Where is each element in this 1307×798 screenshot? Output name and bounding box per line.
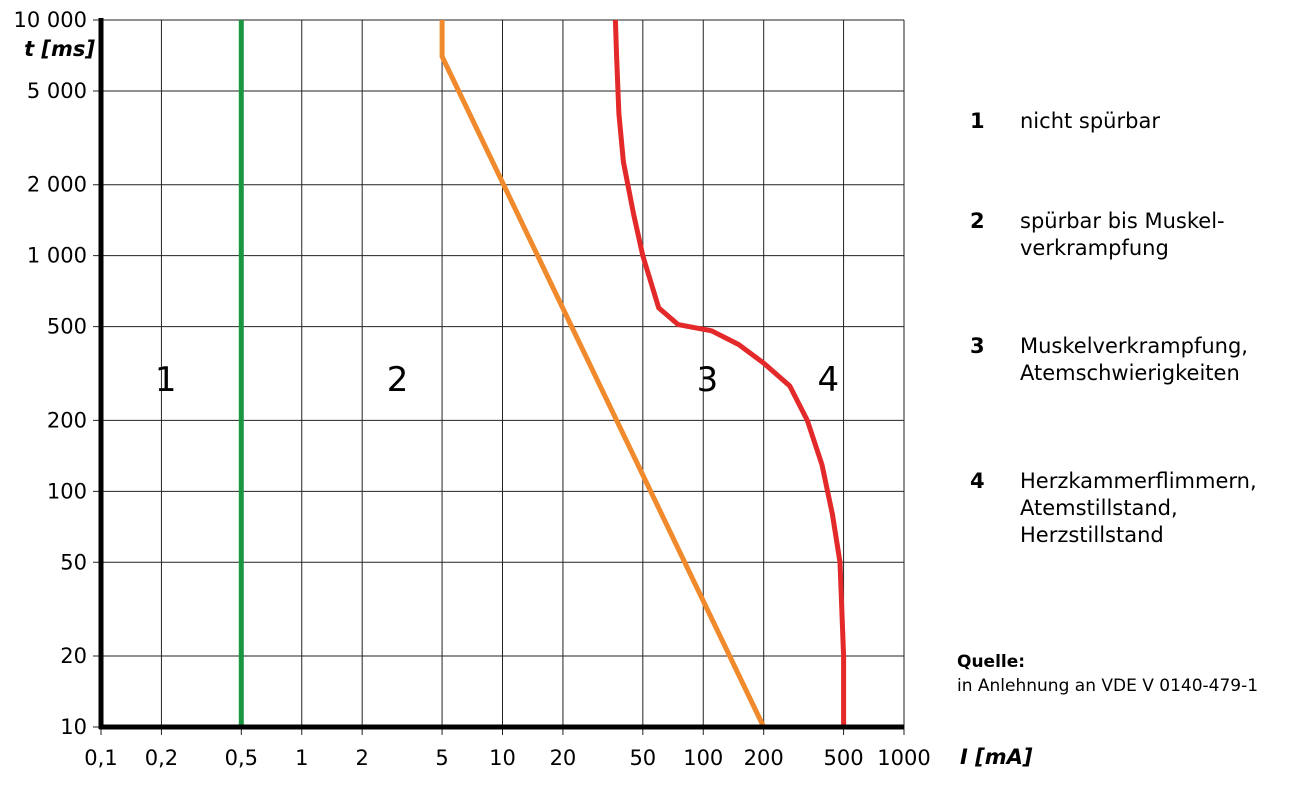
series-lines (238, 19, 847, 729)
y-tick-label: 2 000 (27, 173, 87, 197)
legend-number: 2 (970, 209, 985, 233)
x-axis-tick-labels: 0,1 0,2 0,5 1 2 5 10 20 50 100 200 500 1000 (84, 746, 930, 770)
region-labels: 1 2 3 4 (155, 360, 839, 400)
x-tick-label: 2 (355, 746, 368, 770)
source-label: Quelle: (957, 652, 1026, 672)
legend-text: nicht spürbar (1020, 109, 1160, 133)
y-tick-label: 10 000 (14, 8, 87, 32)
legend-item: 1 nicht spürbar (970, 108, 1160, 135)
source-text: in Anlehnung an VDE V 0140-479-1 (957, 676, 1259, 696)
y-tick-label: 100 (47, 479, 87, 503)
legend-number: 3 (970, 334, 985, 358)
legend-text: Muskelverkrampfung, Atemschwierigkeiten (1020, 334, 1248, 385)
x-tick-label: 100 (683, 746, 723, 770)
x-axis-title: I [mA] (960, 745, 1033, 769)
region-label-2: 2 (387, 360, 409, 400)
x-tick-label: 200 (744, 746, 784, 770)
x-tick-label: 0,5 (225, 746, 258, 770)
x-tick-label: 20 (550, 746, 577, 770)
legend-number: 4 (970, 469, 985, 493)
region-label-3: 3 (697, 360, 719, 400)
x-tick-label: 10 (489, 746, 516, 770)
x-tick-label: 0,2 (145, 746, 178, 770)
x-tick-label: 0,1 (84, 746, 117, 770)
legend-item: 4 Herzkammerflimmern, Atemstillstand, Her… (970, 468, 1257, 549)
x-tick-label: 500 (824, 746, 864, 770)
x-tick-label: 5 (435, 746, 448, 770)
region-label-4: 4 (818, 360, 840, 400)
axes (98, 18, 904, 730)
legend-text: Herzkammerflimmern, Atemstillstand, Herz… (1020, 469, 1257, 547)
y-axis-tick-labels: 10 20 50 100 200 500 1 000 2 000 5 000 10 000 (14, 8, 87, 739)
legend-text: spürbar bis Muskel- verkrampfung (1020, 209, 1225, 260)
y-tick-label: 500 (47, 315, 87, 339)
x-tick-label: 50 (629, 746, 656, 770)
legend-item: 2 spürbar bis Muskel- verkrampfung (970, 208, 1225, 262)
y-tick-label: 10 (60, 715, 87, 739)
legend-number: 1 (970, 109, 985, 133)
series-line-2 (439, 20, 766, 729)
y-tick-label: 5 000 (27, 79, 87, 103)
legend-item: 3 Muskelverkrampfung, Atemschwierigkeiten (970, 333, 1248, 387)
y-tick-label: 20 (60, 644, 87, 668)
region-label-1: 1 (155, 360, 177, 400)
series-line-3 (612, 19, 847, 727)
x-tick-label: 1000 (877, 746, 930, 770)
source-note: Quelle: in Anlehnung an VDE V 0140-479-1 (957, 650, 1258, 698)
y-tick-label: 50 (60, 550, 87, 574)
y-tick-label: 200 (47, 408, 87, 432)
x-tick-label: 1 (295, 746, 308, 770)
y-axis-title: t [ms] (24, 37, 95, 61)
y-tick-label: 1 000 (27, 244, 87, 268)
